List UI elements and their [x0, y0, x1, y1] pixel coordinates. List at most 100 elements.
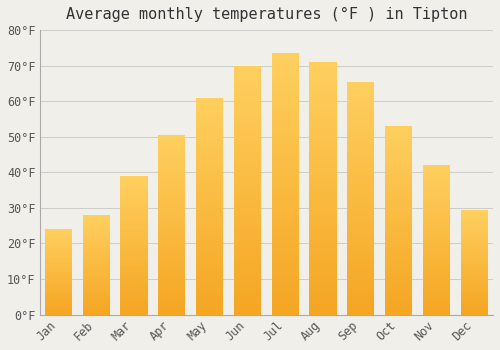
- Bar: [385, 241, 412, 243]
- Bar: [385, 294, 412, 296]
- Bar: [45, 304, 72, 305]
- Bar: [82, 264, 110, 265]
- Bar: [158, 139, 186, 140]
- Bar: [272, 108, 299, 111]
- Bar: [120, 217, 148, 219]
- Bar: [234, 66, 261, 68]
- Bar: [272, 291, 299, 294]
- Bar: [82, 261, 110, 262]
- Bar: [347, 84, 374, 86]
- Bar: [196, 308, 224, 310]
- Bar: [234, 232, 261, 235]
- Bar: [460, 301, 488, 302]
- Bar: [234, 300, 261, 302]
- Bar: [234, 125, 261, 128]
- Bar: [158, 241, 186, 243]
- Bar: [310, 138, 336, 140]
- Bar: [460, 264, 488, 265]
- Bar: [82, 256, 110, 257]
- Bar: [310, 312, 336, 315]
- Bar: [120, 259, 148, 260]
- Bar: [45, 312, 72, 313]
- Bar: [272, 260, 299, 262]
- Bar: [385, 232, 412, 233]
- Bar: [272, 95, 299, 98]
- Bar: [120, 283, 148, 284]
- Bar: [272, 249, 299, 252]
- Bar: [423, 256, 450, 258]
- Bar: [423, 178, 450, 180]
- Bar: [310, 226, 336, 229]
- Bar: [158, 153, 186, 155]
- Bar: [196, 228, 224, 230]
- Bar: [347, 89, 374, 91]
- Bar: [82, 307, 110, 308]
- Bar: [423, 289, 450, 291]
- Bar: [158, 176, 186, 178]
- Bar: [158, 261, 186, 262]
- Bar: [82, 269, 110, 270]
- Bar: [460, 268, 488, 270]
- Bar: [45, 259, 72, 260]
- Bar: [234, 287, 261, 290]
- Bar: [385, 126, 412, 315]
- Bar: [234, 262, 261, 265]
- Bar: [196, 217, 224, 219]
- Bar: [423, 313, 450, 315]
- Bar: [82, 304, 110, 306]
- Bar: [120, 248, 148, 250]
- Bar: [158, 171, 186, 173]
- Bar: [310, 97, 336, 100]
- Bar: [460, 219, 488, 220]
- Bar: [272, 197, 299, 199]
- Bar: [82, 313, 110, 314]
- Bar: [385, 277, 412, 279]
- Bar: [423, 288, 450, 289]
- Bar: [310, 150, 336, 153]
- Bar: [423, 270, 450, 271]
- Bar: [347, 156, 374, 159]
- Bar: [196, 247, 224, 250]
- Bar: [196, 182, 224, 184]
- Bar: [347, 205, 374, 208]
- Bar: [272, 98, 299, 100]
- Bar: [423, 220, 450, 222]
- Bar: [196, 189, 224, 191]
- Bar: [234, 212, 261, 215]
- Bar: [82, 291, 110, 292]
- Bar: [423, 247, 450, 249]
- Bar: [82, 268, 110, 269]
- Bar: [385, 230, 412, 232]
- Bar: [272, 286, 299, 288]
- Bar: [385, 194, 412, 196]
- Bar: [423, 222, 450, 223]
- Bar: [196, 117, 224, 119]
- Bar: [310, 75, 336, 77]
- Bar: [45, 313, 72, 314]
- Bar: [385, 135, 412, 138]
- Bar: [82, 215, 110, 216]
- Bar: [460, 256, 488, 257]
- Bar: [45, 266, 72, 267]
- Bar: [460, 242, 488, 243]
- Bar: [82, 242, 110, 243]
- Bar: [272, 74, 299, 77]
- Bar: [310, 171, 336, 173]
- Bar: [272, 294, 299, 296]
- Bar: [45, 252, 72, 253]
- Bar: [385, 262, 412, 264]
- Bar: [272, 142, 299, 145]
- Bar: [82, 270, 110, 271]
- Bar: [423, 213, 450, 215]
- Bar: [234, 208, 261, 210]
- Bar: [385, 139, 412, 141]
- Bar: [158, 146, 186, 148]
- Bar: [234, 245, 261, 247]
- Bar: [272, 281, 299, 283]
- Bar: [158, 218, 186, 219]
- Bar: [196, 178, 224, 180]
- Bar: [234, 307, 261, 310]
- Bar: [423, 294, 450, 295]
- Bar: [82, 296, 110, 297]
- Bar: [196, 191, 224, 193]
